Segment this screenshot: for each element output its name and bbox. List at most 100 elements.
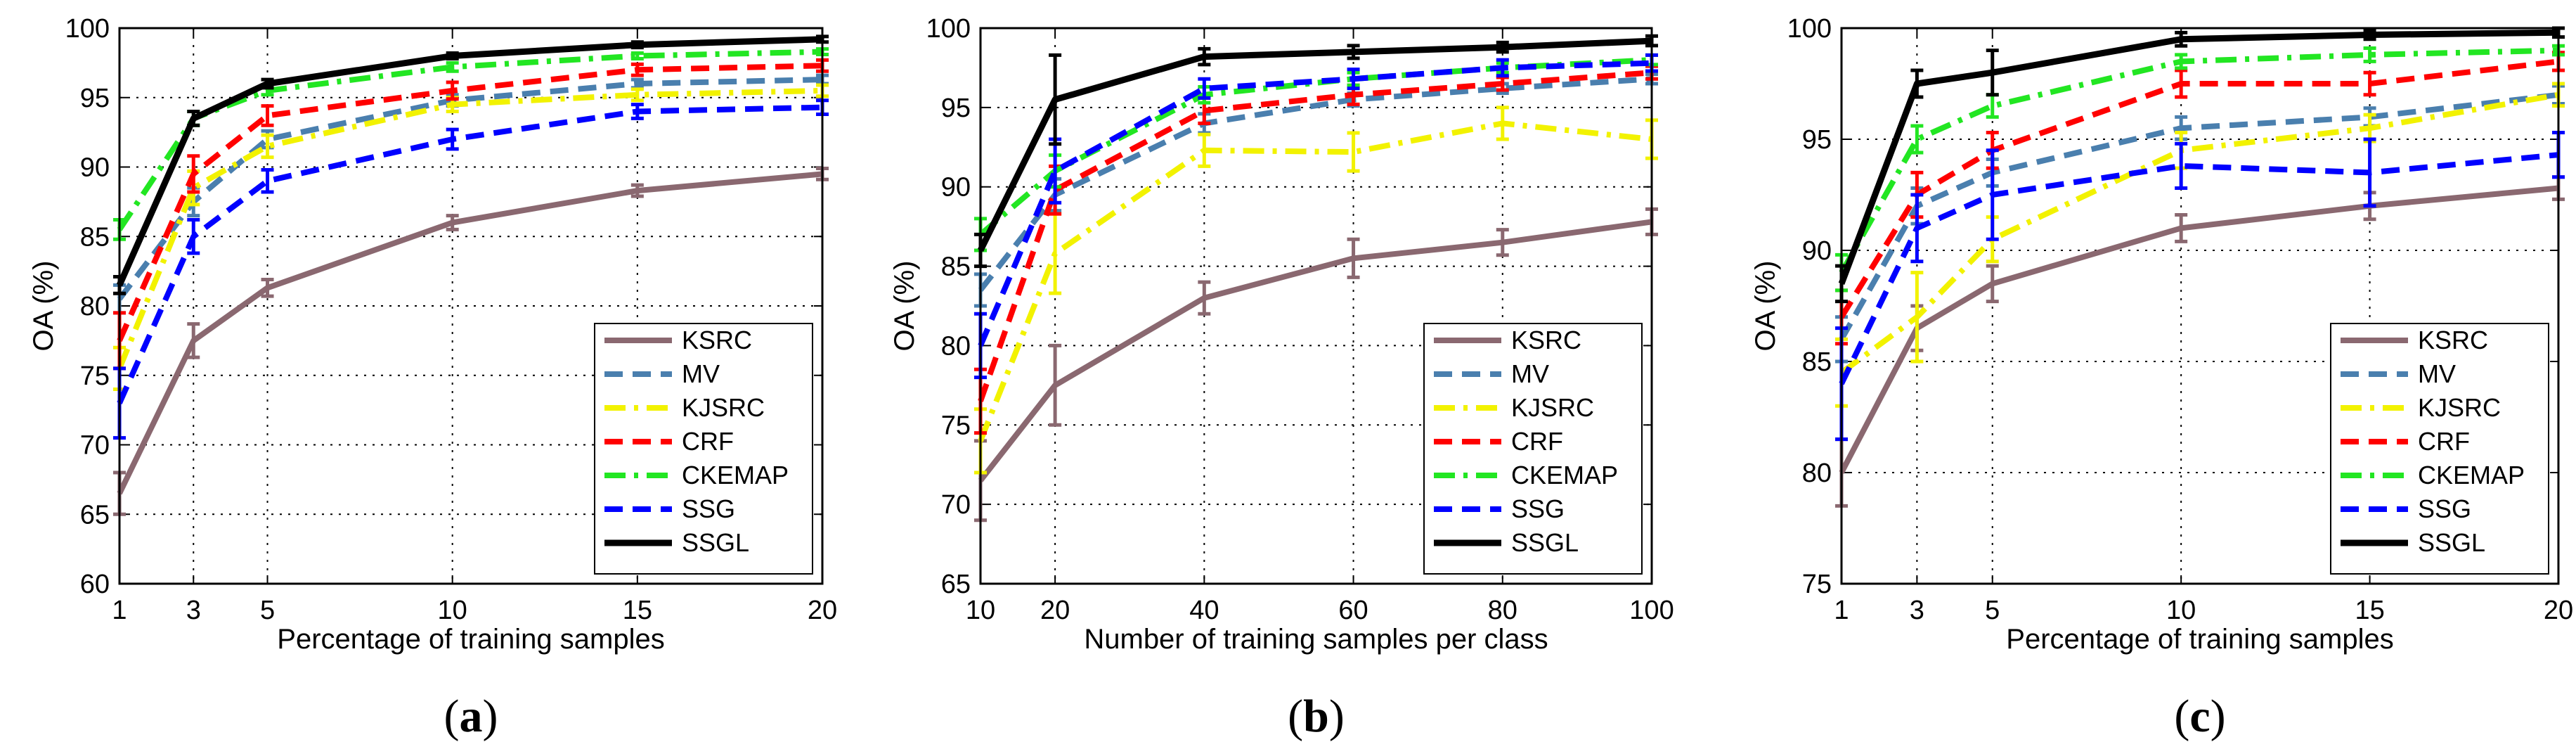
y-tick-label: 90: [80, 153, 110, 183]
error-bar-kjsrc: [1910, 271, 1924, 364]
y-tick-label: 65: [941, 570, 971, 599]
y-tick-label: 85: [941, 252, 971, 282]
error-bar-ksrc: [1347, 237, 1360, 279]
error-bar-kjsrc: [1347, 131, 1360, 173]
x-tick-label: 10: [966, 596, 995, 625]
error-bar-ssgl: [2175, 30, 2188, 48]
x-tick-label: 5: [1985, 596, 2000, 625]
error-bar-ksrc: [630, 183, 644, 198]
series-line-ckemap: [117, 49, 823, 231]
legend: KSRC MV KJSRC CRF CKEMAP SSG SSGL: [594, 323, 813, 575]
chart-panel-b: 10 20 40 60 80 100 65 70 75 80 85 90 95 100 Number of …: [889, 14, 1674, 742]
x-tick-label: 20: [2544, 596, 2573, 625]
legend-entry-ksrc: KSRC: [682, 326, 752, 354]
y-tick-label: 85: [1802, 347, 1832, 377]
y-tick-label: 80: [1802, 459, 1832, 488]
x-axis-label: Percentage of training samples: [277, 624, 664, 655]
error-bar-ckemap: [2175, 53, 2188, 70]
error-bar-kjsrc: [1198, 132, 1211, 168]
error-bar-ssgl: [1049, 53, 1062, 146]
error-bar-crf: [2363, 70, 2376, 97]
series-line-ckemap: [978, 57, 1652, 237]
y-axis-label: OA (%): [28, 261, 59, 352]
legend-entry-ckemap: CKEMAP: [1511, 461, 1618, 489]
y-axis-label: OA (%): [889, 261, 920, 352]
legend-entry-mv: MV: [2418, 359, 2456, 388]
series-line-ssgl: [1838, 29, 2559, 285]
y-tick-label: 65: [80, 500, 110, 530]
legend-entry-ssg: SSG: [682, 494, 735, 523]
y-tick-label: 75: [1802, 570, 1832, 599]
error-bar-ssg: [2363, 137, 2376, 208]
error-bar-ssgl: [1496, 40, 1509, 54]
legend-entry-ssg: SSG: [1511, 494, 1565, 523]
error-bar-ksrc: [1049, 343, 1062, 427]
series-line-crf: [1839, 58, 2559, 319]
legend-entry-ssgl: SSGL: [2418, 528, 2485, 557]
chart-panel-c: 1 3 5 10 15 20 75 80 85 90 95 100 Percentage of trai…: [1750, 14, 2573, 742]
error-bar-ckemap: [630, 51, 644, 60]
series-line-ssg: [117, 104, 823, 404]
x-tick-label: 1: [1834, 596, 1849, 625]
x-axis-label: Number of training samples per class: [1084, 624, 1548, 655]
legend: KSRC MV KJSRC CRF CKEMAP SSG SSGL: [1423, 323, 1643, 575]
x-tick-label: 1: [112, 596, 127, 625]
error-bar-crf: [446, 80, 459, 101]
plot-frame: [118, 27, 824, 585]
x-tick-label: 100: [1629, 596, 1674, 625]
series-line-mv: [117, 77, 823, 301]
legend-entry-mv: MV: [1511, 359, 1549, 388]
legend-entry-kjsrc: KJSRC: [1511, 393, 1594, 422]
series-line-ssg: [978, 60, 1652, 347]
x-tick-label: 3: [1910, 596, 1924, 625]
error-bar-ssg: [1347, 68, 1360, 91]
error-bar-ssg: [1198, 77, 1211, 100]
series-line-mv: [978, 76, 1652, 292]
y-tick-label: 60: [80, 570, 110, 599]
y-tick-label: 70: [941, 490, 971, 520]
panel-caption: (b): [1288, 691, 1345, 742]
x-tick-label: 40: [1189, 596, 1219, 625]
y-tick-label: 75: [941, 411, 971, 440]
y-tick-label: 100: [926, 14, 971, 44]
legend-entry-ksrc: KSRC: [1511, 326, 1581, 354]
y-tick-label: 100: [65, 14, 110, 44]
y-tick-label: 95: [1802, 125, 1832, 155]
error-bar-ksrc: [261, 277, 274, 298]
panel-caption: (a): [444, 691, 498, 742]
series-line-crf: [117, 63, 823, 342]
chart-panel-a: 1 3 5 10 15 20 60 65 70 75 80 85 90 95 100 Percentage o…: [28, 14, 837, 742]
error-bar-kjsrc: [1496, 105, 1509, 141]
series-line-ssgl: [116, 36, 823, 287]
series-line-crf: [978, 70, 1652, 402]
y-tick-label: 80: [80, 292, 110, 321]
error-bar-ssg: [630, 103, 644, 120]
legend-entry-ssgl: SSGL: [682, 528, 749, 557]
error-bar-ssgl: [1986, 49, 1999, 97]
y-tick-label: 95: [941, 94, 971, 123]
error-bar-ssg: [261, 167, 274, 194]
legend-entry-ckemap: CKEMAP: [2418, 461, 2525, 489]
legend-entry-ckemap: CKEMAP: [682, 461, 789, 489]
error-bar-ssg: [1910, 193, 1924, 264]
error-bar-ssgl: [2363, 28, 2376, 41]
error-bar-ssg: [2175, 141, 2188, 191]
series-line-ssg: [1839, 152, 2559, 385]
legend-entry-ksrc: KSRC: [2418, 326, 2488, 354]
error-bar-ssgl: [187, 110, 200, 127]
x-tick-label: 10: [2166, 596, 2196, 625]
x-tick-label: 15: [2355, 596, 2384, 625]
error-bar-ssgl: [1198, 46, 1211, 67]
x-tick-label: 3: [186, 596, 201, 625]
error-bar-ssg: [1986, 148, 1999, 241]
error-bar-ssg: [187, 218, 200, 255]
error-bar-ssg: [1496, 58, 1509, 78]
series-line-kjsrc: [117, 87, 823, 370]
legend-entry-crf: CRF: [1511, 427, 1563, 456]
error-bar-crf: [2175, 68, 2188, 99]
series-line-ckemap: [1839, 47, 2559, 274]
series-line-ksrc: [117, 171, 823, 495]
legend-entry-kjsrc: KJSRC: [2418, 393, 2501, 422]
series-line-mv: [1839, 91, 2559, 341]
legend-entry-crf: CRF: [2418, 427, 2470, 456]
